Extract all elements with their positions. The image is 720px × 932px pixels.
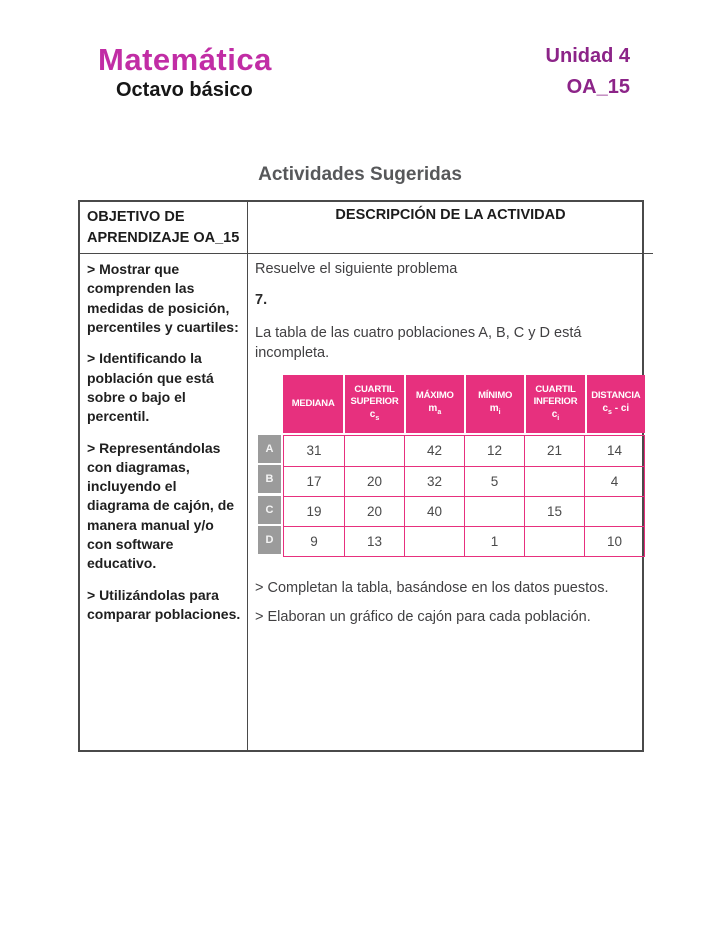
cell-C-distancia (584, 495, 644, 526)
cell-B-maximo: 32 (404, 465, 464, 496)
cell-D-mediana: 9 (284, 525, 344, 556)
row-label: A (258, 434, 281, 463)
cell-B-distancia: 4 (584, 465, 644, 496)
data-table-body: 31 42 12 21 14 17 20 32 5 4 19 20 (283, 434, 645, 557)
activity-bullet: > Elaboran un gráfico de cajón para cada… (255, 608, 591, 625)
oa-label: OA_15 (566, 76, 630, 98)
unit-label: Unidad 4 (545, 45, 630, 67)
column-header-cuartil-superior: CUARTIL SUPERIOR cs (343, 374, 404, 433)
population-data-table: A B C D MEDIANA CUARTIL SUPERIOR cs (258, 374, 645, 557)
cell-D-maximo (404, 525, 464, 556)
cell-C-minimo (464, 495, 524, 526)
cell-C-cuartil-superior: 20 (344, 495, 404, 526)
cell-A-maximo: 42 (404, 435, 464, 466)
cell-B-cuartil-inferior (524, 465, 584, 496)
description-column-header: DESCRIPCIÓN DE LA ACTIVIDAD (248, 202, 653, 254)
column-header-cuartil-inferior: CUARTIL INFERIOR ci (524, 374, 585, 433)
activity-bullets: > Completan la tabla, basándose en los d… (255, 580, 645, 625)
objective-paragraph: > Representándolas con diagramas, incluy… (87, 439, 235, 572)
cell-A-cuartil-superior (344, 435, 404, 466)
cell-A-minimo: 12 (464, 435, 524, 466)
row-label: D (258, 526, 281, 555)
cell-D-cuartil-inferior (524, 525, 584, 556)
column-header-distancia: DISTANCIA cs - ci (584, 374, 645, 433)
subject-title: Matemática (98, 42, 272, 77)
activity-cell: Resuelve el siguiente problema 7. La tab… (248, 254, 653, 750)
cell-B-mediana: 17 (284, 465, 344, 496)
cell-B-minimo: 5 (464, 465, 524, 496)
cell-A-mediana: 31 (306, 443, 322, 459)
row-label: B (258, 465, 281, 494)
cell-D-minimo: 1 (464, 525, 524, 556)
activity-number: 7. (255, 292, 268, 308)
cell-D-distancia: 10 (584, 525, 644, 556)
row-label-column: A B C D (258, 434, 281, 557)
objective-paragraph: > Identificando la población que está so… (87, 350, 214, 425)
objective-column-header: OBJETIVO DE APRENDIZAJE OA_15 (80, 202, 248, 254)
cell-A-distancia: 14 (584, 435, 644, 466)
cell-C-mediana: 19 (284, 495, 344, 526)
column-header-maximo: MÁXIMO ma (403, 374, 464, 433)
row-label: C (258, 495, 281, 524)
activity-bullet: > Completan la tabla, basándose en los d… (255, 579, 609, 596)
activity-intro: Resuelve el siguiente problema (255, 261, 458, 277)
objective-paragraph: > Utilizándolas para comparar poblacione… (87, 586, 241, 622)
cell-A-cuartil-inferior: 21 (524, 435, 584, 466)
activities-table: OBJETIVO DE APRENDIZAJE OA_15 DESCRIPCIÓ… (78, 200, 653, 752)
activity-statement: La tabla de las cuatro poblaciones A, B,… (255, 325, 582, 362)
page-title: Actividades Sugeridas (258, 164, 462, 185)
cell-B-cuartil-superior: 20 (344, 465, 404, 496)
unit-block: Unidad 4 OA_15 (546, 46, 630, 97)
cell-C-cuartil-inferior: 15 (524, 495, 584, 526)
objective-paragraph: > Mostrar que comprenden las medidas de … (87, 261, 239, 335)
data-table-main: MEDIANA CUARTIL SUPERIOR cs MÁXIMO ma (283, 374, 645, 557)
cell-C-maximo: 40 (404, 495, 464, 526)
grade-subtitle: Octavo básico (116, 79, 253, 101)
cell-D-cuartil-superior: 13 (344, 525, 404, 556)
data-table-header-row: MEDIANA CUARTIL SUPERIOR cs MÁXIMO ma (283, 374, 645, 433)
column-header-mediana: MEDIANA (283, 374, 344, 433)
objective-cell: > Mostrar que comprenden las medidas de … (80, 254, 248, 750)
column-header-minimo: MÍNIMO mi (463, 374, 525, 433)
